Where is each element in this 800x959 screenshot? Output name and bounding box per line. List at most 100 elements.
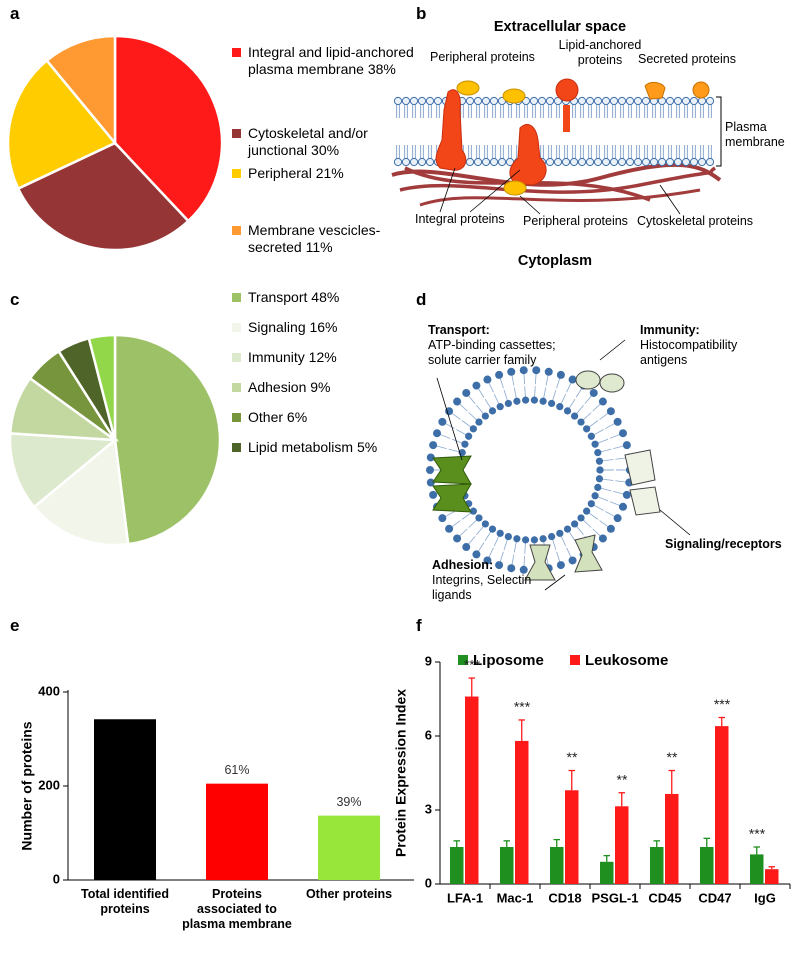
lipid-head	[426, 466, 434, 474]
lipid-head	[530, 396, 538, 404]
legend-swatch	[232, 293, 241, 302]
bar	[465, 696, 479, 884]
lipid-head	[481, 412, 489, 420]
lipid-head	[438, 514, 447, 523]
pie-slice	[6, 58, 117, 191]
lipid-head	[681, 96, 691, 106]
lipid-head	[469, 425, 477, 433]
lipid-head	[438, 417, 447, 426]
lipid-head	[591, 492, 599, 500]
lipid-head	[587, 500, 595, 508]
lipid-head	[522, 536, 530, 544]
leader-line	[659, 184, 681, 215]
lipid-head	[429, 441, 438, 450]
x-tick-label: CD47	[698, 890, 731, 905]
lipid-head	[481, 520, 489, 528]
lipid-head	[601, 157, 611, 167]
legend-swatch	[232, 443, 241, 452]
lipid-head	[577, 96, 587, 106]
bar	[94, 719, 156, 880]
legend-label: Peripheral 21%	[248, 165, 344, 181]
transport-protein	[432, 483, 472, 513]
lipid-head	[401, 157, 411, 167]
bar	[515, 740, 529, 884]
lipid-head	[633, 157, 643, 167]
integral-protein	[509, 124, 547, 186]
significance: **	[667, 749, 678, 765]
lipid-head	[568, 556, 577, 565]
liposome	[426, 339, 691, 591]
lipid-head	[537, 96, 547, 106]
legend-label: Adhesion 9%	[248, 379, 331, 395]
bar	[550, 847, 564, 884]
panel-label: e	[10, 616, 20, 635]
lipid-head	[617, 96, 627, 106]
lipid-head	[519, 366, 528, 375]
lipid-head	[548, 399, 556, 408]
leader-line	[659, 509, 691, 536]
lipid-head	[649, 157, 659, 167]
lipid-head	[641, 157, 651, 167]
lipid-head	[469, 507, 477, 515]
lipid-head	[544, 367, 553, 376]
lipid-head	[577, 418, 585, 426]
lipid-head	[613, 417, 622, 426]
lipid-head	[417, 157, 427, 167]
lipid-head	[595, 457, 604, 465]
lipid-head	[409, 96, 419, 106]
cytoskeleton	[391, 162, 722, 187]
lipid-head	[665, 157, 675, 167]
lipid-head	[601, 96, 611, 106]
lipid-head	[495, 561, 504, 570]
lipid-head	[561, 157, 571, 167]
x-tick-label: LFA-1	[447, 890, 483, 905]
lipid-head	[429, 490, 438, 499]
lipid-head	[545, 96, 555, 106]
lipid-head	[598, 397, 607, 406]
lipid-head	[453, 397, 462, 406]
lipid-head	[522, 396, 530, 404]
x-tick-label: Proteins associated to plasma membrane	[182, 887, 292, 931]
lipid-head	[583, 507, 591, 515]
bar	[206, 783, 268, 880]
lipid-head	[545, 157, 555, 167]
lipid-head	[596, 466, 604, 474]
label: Peripheral proteins	[430, 50, 535, 64]
panel-label: c	[10, 290, 20, 309]
panel-label: f	[416, 616, 422, 635]
leader-line	[436, 377, 463, 461]
lipid-head	[625, 157, 635, 167]
lipid-head	[529, 96, 539, 106]
lipid-head	[489, 96, 499, 106]
lipid-head	[553, 96, 563, 106]
pie-slice	[8, 432, 119, 509]
y-axis-label: Number of proteins	[19, 721, 35, 850]
significance: ***	[514, 699, 531, 715]
lipid-head	[473, 96, 483, 106]
x-tick-label: Total identified proteins	[81, 887, 169, 916]
significance: **	[617, 771, 628, 787]
panel-label: b	[416, 4, 427, 23]
bar	[765, 869, 779, 884]
lipid-head	[563, 525, 572, 533]
lipid-head	[617, 157, 627, 167]
lipid-head	[445, 524, 454, 533]
lipid-head	[618, 429, 627, 438]
lipid-head	[583, 425, 591, 433]
lipid-head	[609, 157, 619, 167]
leader-line	[469, 169, 521, 213]
lipid-head	[673, 157, 683, 167]
bar	[600, 861, 614, 884]
lipid-head	[587, 432, 595, 440]
label: Signaling/receptors	[665, 537, 782, 551]
lipid-head	[705, 96, 715, 106]
lipid-head	[532, 366, 541, 375]
lipid-head	[571, 412, 579, 420]
legend-label: Liposome	[473, 652, 544, 669]
y-tick-label: 400	[38, 683, 60, 698]
leader-line	[544, 574, 566, 591]
leader-line	[599, 339, 626, 361]
y-tick-label: 9	[425, 653, 432, 668]
y-tick-label: 0	[425, 875, 432, 890]
lipid-head	[401, 96, 411, 106]
